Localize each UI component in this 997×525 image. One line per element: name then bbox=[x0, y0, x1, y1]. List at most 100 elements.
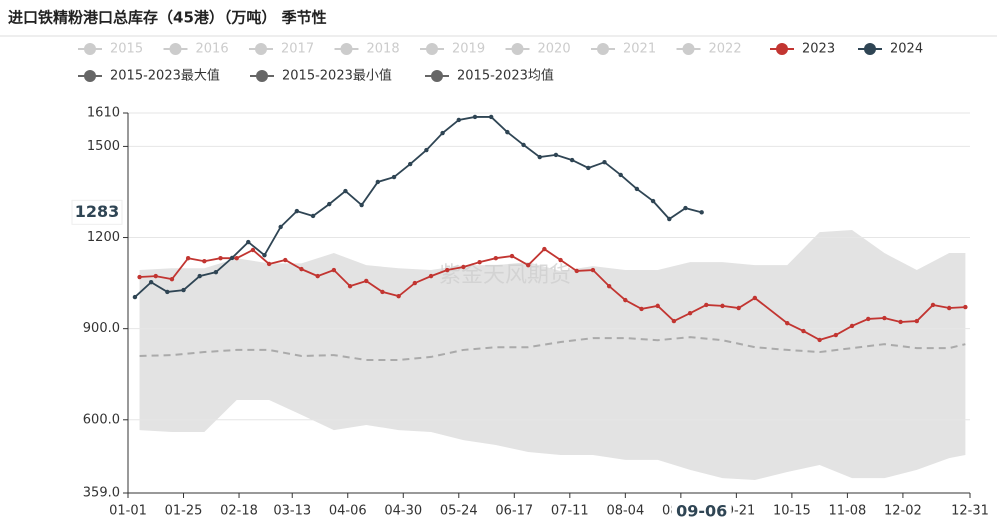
data-point bbox=[914, 318, 919, 324]
data-point bbox=[634, 186, 640, 192]
x-tick-label: 07-11 bbox=[551, 504, 589, 519]
data-point bbox=[472, 114, 478, 120]
x-tick-label: 12-31 bbox=[951, 504, 989, 519]
data-point bbox=[785, 320, 790, 326]
data-point bbox=[132, 294, 138, 300]
data-point bbox=[704, 302, 709, 308]
data-point bbox=[736, 305, 741, 311]
x-tick-label: 05-24 bbox=[440, 504, 478, 519]
data-point bbox=[569, 157, 575, 163]
data-point bbox=[364, 278, 369, 284]
data-point bbox=[866, 316, 871, 322]
data-point bbox=[699, 210, 704, 215]
data-point bbox=[278, 224, 283, 230]
data-point bbox=[229, 255, 235, 261]
mean-line bbox=[139, 336, 966, 361]
legend-marker bbox=[340, 43, 353, 55]
x-tick-label: 04-30 bbox=[384, 504, 422, 519]
legend-label: 2024 bbox=[890, 42, 923, 57]
data-point bbox=[833, 332, 839, 338]
x-tick-label: 01-01 bbox=[109, 504, 147, 519]
data-point bbox=[327, 201, 332, 207]
data-point bbox=[558, 257, 563, 263]
data-point bbox=[606, 283, 612, 289]
legend-marker bbox=[84, 43, 96, 55]
watermark: 紫金天风期货 bbox=[439, 263, 571, 288]
y-tick-label: 1610 bbox=[87, 106, 120, 121]
data-point bbox=[590, 267, 596, 273]
data-point bbox=[412, 280, 418, 286]
data-point bbox=[553, 152, 559, 158]
data-point bbox=[148, 279, 154, 285]
data-point bbox=[185, 255, 191, 261]
data-point bbox=[213, 269, 219, 275]
y-tick-label: 600.0 bbox=[83, 412, 120, 427]
data-point bbox=[505, 129, 510, 135]
legend-label: 2022 bbox=[709, 42, 742, 57]
data-point bbox=[283, 257, 288, 263]
data-point bbox=[525, 262, 531, 268]
data-point bbox=[650, 198, 656, 204]
x-tick-label: 08-04 bbox=[606, 504, 644, 519]
legend-label: 2020 bbox=[538, 42, 571, 57]
data-point bbox=[898, 319, 903, 325]
data-point bbox=[963, 304, 968, 310]
x-tick-label: 12-02 bbox=[884, 504, 922, 519]
legend-marker bbox=[597, 43, 609, 55]
data-point bbox=[461, 264, 466, 270]
chart-title: 进口铁精粉港口总库存（45港）（万吨） 季节性 bbox=[8, 9, 327, 27]
series-line bbox=[134, 116, 702, 298]
data-point bbox=[493, 255, 498, 261]
data-point bbox=[882, 315, 887, 321]
x-tick-label: 11-08 bbox=[829, 504, 867, 519]
legend-marker bbox=[431, 70, 443, 82]
legend-marker bbox=[84, 70, 96, 82]
data-point bbox=[250, 247, 256, 253]
legend-label: 2015 bbox=[110, 42, 143, 57]
data-point bbox=[946, 305, 952, 311]
data-point bbox=[347, 283, 353, 289]
legend-label: 2018 bbox=[367, 42, 400, 57]
x-tick-label: 06-17 bbox=[495, 504, 533, 519]
data-point bbox=[197, 273, 202, 279]
legend-marker bbox=[256, 70, 268, 82]
legend-label: 2023 bbox=[802, 42, 835, 57]
data-point bbox=[428, 273, 434, 279]
data-point bbox=[752, 295, 758, 301]
data-point bbox=[391, 174, 397, 180]
pointer-y-label: 1283 bbox=[75, 202, 120, 221]
data-point bbox=[262, 252, 267, 258]
data-point bbox=[202, 259, 207, 264]
data-point bbox=[456, 117, 461, 123]
data-point bbox=[408, 161, 413, 167]
data-point bbox=[849, 323, 855, 329]
data-point bbox=[537, 154, 542, 160]
legend-label: 2016 bbox=[196, 42, 229, 57]
data-point bbox=[440, 130, 445, 136]
data-point bbox=[218, 255, 223, 261]
legend-label: 2015-2023均值 bbox=[457, 68, 554, 84]
x-tick-label: 02-18 bbox=[220, 504, 258, 519]
range-band bbox=[139, 229, 966, 480]
x-tick-label: 03-13 bbox=[273, 504, 311, 519]
y-tick-label: 900.0 bbox=[83, 321, 120, 336]
pointer-x-label: 09-06 bbox=[676, 502, 727, 521]
data-point bbox=[294, 208, 300, 214]
data-point bbox=[234, 255, 239, 261]
y-tick-label: 1500 bbox=[87, 139, 120, 154]
pointer-y-box bbox=[71, 199, 123, 225]
data-point bbox=[687, 310, 693, 316]
data-point bbox=[299, 266, 304, 272]
data-point bbox=[667, 216, 672, 222]
legend-label: 2015-2023最大值 bbox=[110, 68, 220, 84]
legend-label: 2015-2023最小值 bbox=[282, 68, 392, 84]
data-point bbox=[445, 267, 450, 273]
data-point bbox=[639, 306, 644, 312]
data-point bbox=[315, 273, 320, 279]
data-point bbox=[574, 268, 579, 274]
data-point bbox=[521, 142, 526, 148]
data-point bbox=[331, 267, 337, 273]
data-point bbox=[655, 303, 660, 309]
data-point bbox=[424, 147, 429, 153]
